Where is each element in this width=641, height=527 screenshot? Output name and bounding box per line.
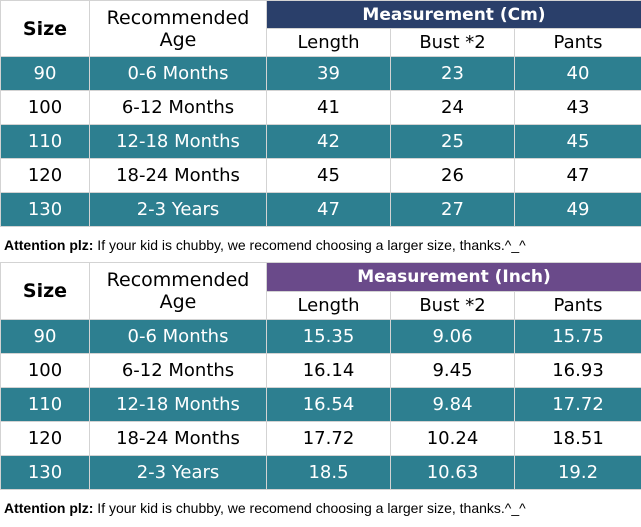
bust-cell: 26	[390, 158, 515, 193]
pants-header: Pants	[513, 291, 641, 320]
age-header: Recommended Age	[89, 0, 267, 57]
pants-cell: 40	[513, 56, 641, 91]
length-cell: 16.14	[266, 353, 391, 388]
pants-cell: 45	[513, 124, 641, 159]
bust-header: Bust *2	[390, 291, 515, 320]
table-row: 90 0-6 Months 15.35 9.06 15.75	[0, 319, 641, 354]
size-cell: 90	[0, 56, 90, 91]
bust-cell: 9.45	[390, 353, 515, 388]
bust-cell: 10.24	[390, 421, 515, 456]
size-cell: 120	[0, 421, 90, 456]
measurement-header-cm: Measurement (Cm)	[265, 0, 641, 29]
pants-cell: 18.51	[513, 421, 641, 456]
size-table-inch: Size Recommended Age Measurement (Inch) …	[0, 262, 641, 490]
pants-cell: 19.2	[513, 455, 641, 490]
attention-text: If your kid is chubby, we recomend choos…	[93, 237, 526, 253]
age-cell: 0-6 Months	[89, 319, 267, 354]
size-cell: 120	[0, 158, 90, 193]
bust-cell: 24	[390, 90, 515, 125]
attention-label: Attention plz:	[4, 237, 94, 253]
length-cell: 18.5	[266, 455, 391, 490]
table-row: 110 12-18 Months 42 25 45	[0, 124, 641, 159]
age-cell: 6-12 Months	[89, 353, 267, 388]
bust-cell: 9.06	[390, 319, 515, 354]
size-cell: 130	[0, 192, 90, 227]
table-row: 100 6-12 Months 41 24 43	[0, 90, 641, 125]
attention-label: Attention plz:	[4, 500, 94, 516]
size-header: Size	[0, 0, 90, 57]
bust-cell: 23	[390, 56, 515, 91]
length-cell: 41	[266, 90, 391, 125]
attention-note: Attention plz: If your kid is chubby, we…	[0, 237, 641, 253]
length-cell: 15.35	[266, 319, 391, 354]
size-cell: 100	[0, 90, 90, 125]
age-cell: 12-18 Months	[89, 124, 267, 159]
length-cell: 45	[266, 158, 391, 193]
pants-cell: 15.75	[513, 319, 641, 354]
size-cell: 90	[0, 319, 90, 354]
length-cell: 39	[266, 56, 391, 91]
length-cell: 42	[266, 124, 391, 159]
attention-text: If your kid is chubby, we recomend choos…	[93, 500, 526, 516]
length-cell: 47	[266, 192, 391, 227]
bust-cell: 27	[390, 192, 515, 227]
table-row: 110 12-18 Months 16.54 9.84 17.72	[0, 387, 641, 422]
table-row: 130 2-3 Years 18.5 10.63 19.2	[0, 455, 641, 490]
age-cell: 0-6 Months	[89, 56, 267, 91]
size-cell: 130	[0, 455, 90, 490]
pants-cell: 43	[513, 90, 641, 125]
length-header: Length	[266, 291, 391, 320]
bust-header: Bust *2	[390, 28, 515, 57]
table-row: 120 18-24 Months 17.72 10.24 18.51	[0, 421, 641, 456]
age-cell: 2-3 Years	[89, 192, 267, 227]
age-cell: 6-12 Months	[89, 90, 267, 125]
age-cell: 12-18 Months	[89, 387, 267, 422]
bust-cell: 25	[390, 124, 515, 159]
table-row: 90 0-6 Months 39 23 40	[0, 56, 641, 91]
length-cell: 16.54	[266, 387, 391, 422]
measurement-header-inch: Measurement (Inch)	[265, 262, 641, 292]
age-cell: 18-24 Months	[89, 421, 267, 456]
length-cell: 17.72	[266, 421, 391, 456]
pants-header: Pants	[513, 28, 641, 57]
age-cell: 2-3 Years	[89, 455, 267, 490]
age-header: Recommended Age	[89, 262, 267, 320]
table-row: 130 2-3 Years 47 27 49	[0, 192, 641, 227]
size-cell: 100	[0, 353, 90, 388]
attention-note: Attention plz: If your kid is chubby, we…	[0, 500, 641, 516]
pants-cell: 17.72	[513, 387, 641, 422]
table-row: 100 6-12 Months 16.14 9.45 16.93	[0, 353, 641, 388]
size-table-cm: Size Recommended Age Measurement (Cm) Le…	[0, 0, 641, 227]
bust-cell: 9.84	[390, 387, 515, 422]
pants-cell: 47	[513, 158, 641, 193]
table-row: 120 18-24 Months 45 26 47	[0, 158, 641, 193]
size-header: Size	[0, 262, 90, 320]
pants-cell: 16.93	[513, 353, 641, 388]
size-cell: 110	[0, 124, 90, 159]
age-cell: 18-24 Months	[89, 158, 267, 193]
pants-cell: 49	[513, 192, 641, 227]
bust-cell: 10.63	[390, 455, 515, 490]
length-header: Length	[266, 28, 391, 57]
size-cell: 110	[0, 387, 90, 422]
